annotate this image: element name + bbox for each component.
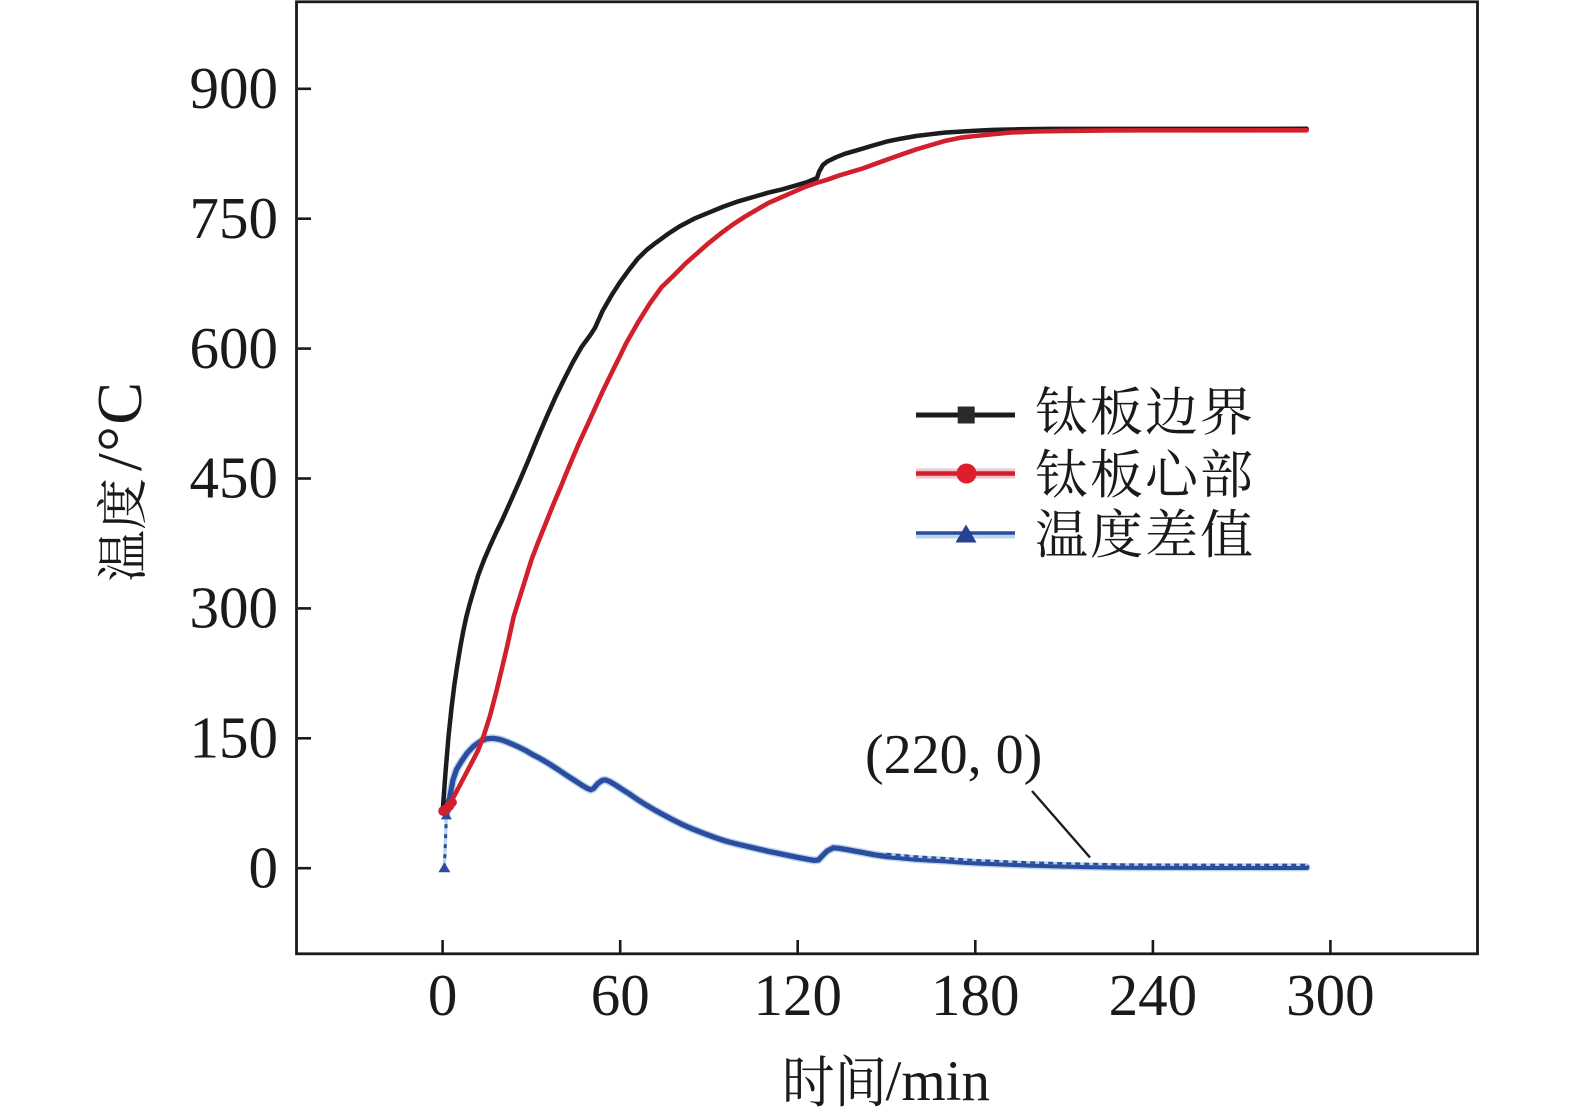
svg-text:(220, 0): (220, 0) (865, 724, 1042, 786)
svg-text:60: 60 (591, 962, 650, 1028)
svg-text:0: 0 (428, 962, 458, 1028)
svg-text:900: 900 (190, 55, 279, 121)
svg-text:180: 180 (931, 962, 1020, 1028)
svg-text:/min: /min (886, 1050, 991, 1113)
svg-text:0: 0 (249, 834, 279, 900)
svg-text:/°C: /°C (84, 380, 155, 471)
svg-text:240: 240 (1109, 962, 1198, 1028)
svg-text:120: 120 (753, 962, 842, 1028)
svg-text:600: 600 (190, 315, 279, 381)
svg-text:300: 300 (190, 575, 279, 641)
svg-text:450: 450 (190, 445, 279, 511)
svg-text:300: 300 (1286, 962, 1375, 1028)
svg-text:750: 750 (190, 185, 279, 251)
svg-text:150: 150 (190, 705, 279, 771)
